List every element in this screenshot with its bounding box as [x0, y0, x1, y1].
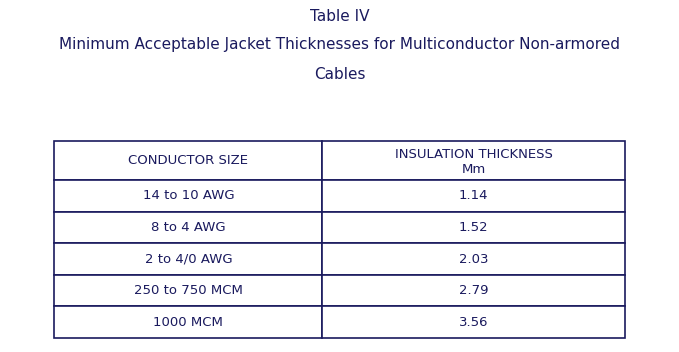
Bar [54, 275, 323, 306]
Bar [323, 306, 625, 338]
Text: Cables: Cables [314, 67, 365, 82]
Text: 2 to 4/0 AWG: 2 to 4/0 AWG [145, 253, 232, 265]
Text: Minimum Acceptable Jacket Thicknesses for Multiconductor Non-armored: Minimum Acceptable Jacket Thicknesses fo… [59, 37, 620, 52]
Text: 250 to 750 MCM: 250 to 750 MCM [134, 284, 243, 297]
Bar [54, 141, 323, 180]
Bar [323, 275, 625, 306]
Bar [54, 243, 323, 275]
Text: Mm: Mm [462, 163, 485, 176]
Bar [54, 212, 323, 243]
Bar [323, 180, 625, 212]
Text: CONDUCTOR SIZE: CONDUCTOR SIZE [128, 154, 249, 167]
Text: 2.79: 2.79 [459, 284, 488, 297]
Bar [323, 141, 625, 180]
Text: 8 to 4 AWG: 8 to 4 AWG [151, 221, 225, 234]
Text: 1.52: 1.52 [459, 221, 488, 234]
Text: Table IV: Table IV [310, 9, 369, 24]
Bar [54, 306, 323, 338]
Bar [323, 243, 625, 275]
Bar [54, 180, 323, 212]
Text: 14 to 10 AWG: 14 to 10 AWG [143, 189, 234, 202]
Text: 2.03: 2.03 [459, 253, 488, 265]
Text: 3.56: 3.56 [459, 316, 488, 329]
Text: 1000 MCM: 1000 MCM [153, 316, 223, 329]
Text: INSULATION THICKNESS: INSULATION THICKNESS [394, 149, 553, 162]
Bar [323, 212, 625, 243]
Text: 1.14: 1.14 [459, 189, 488, 202]
